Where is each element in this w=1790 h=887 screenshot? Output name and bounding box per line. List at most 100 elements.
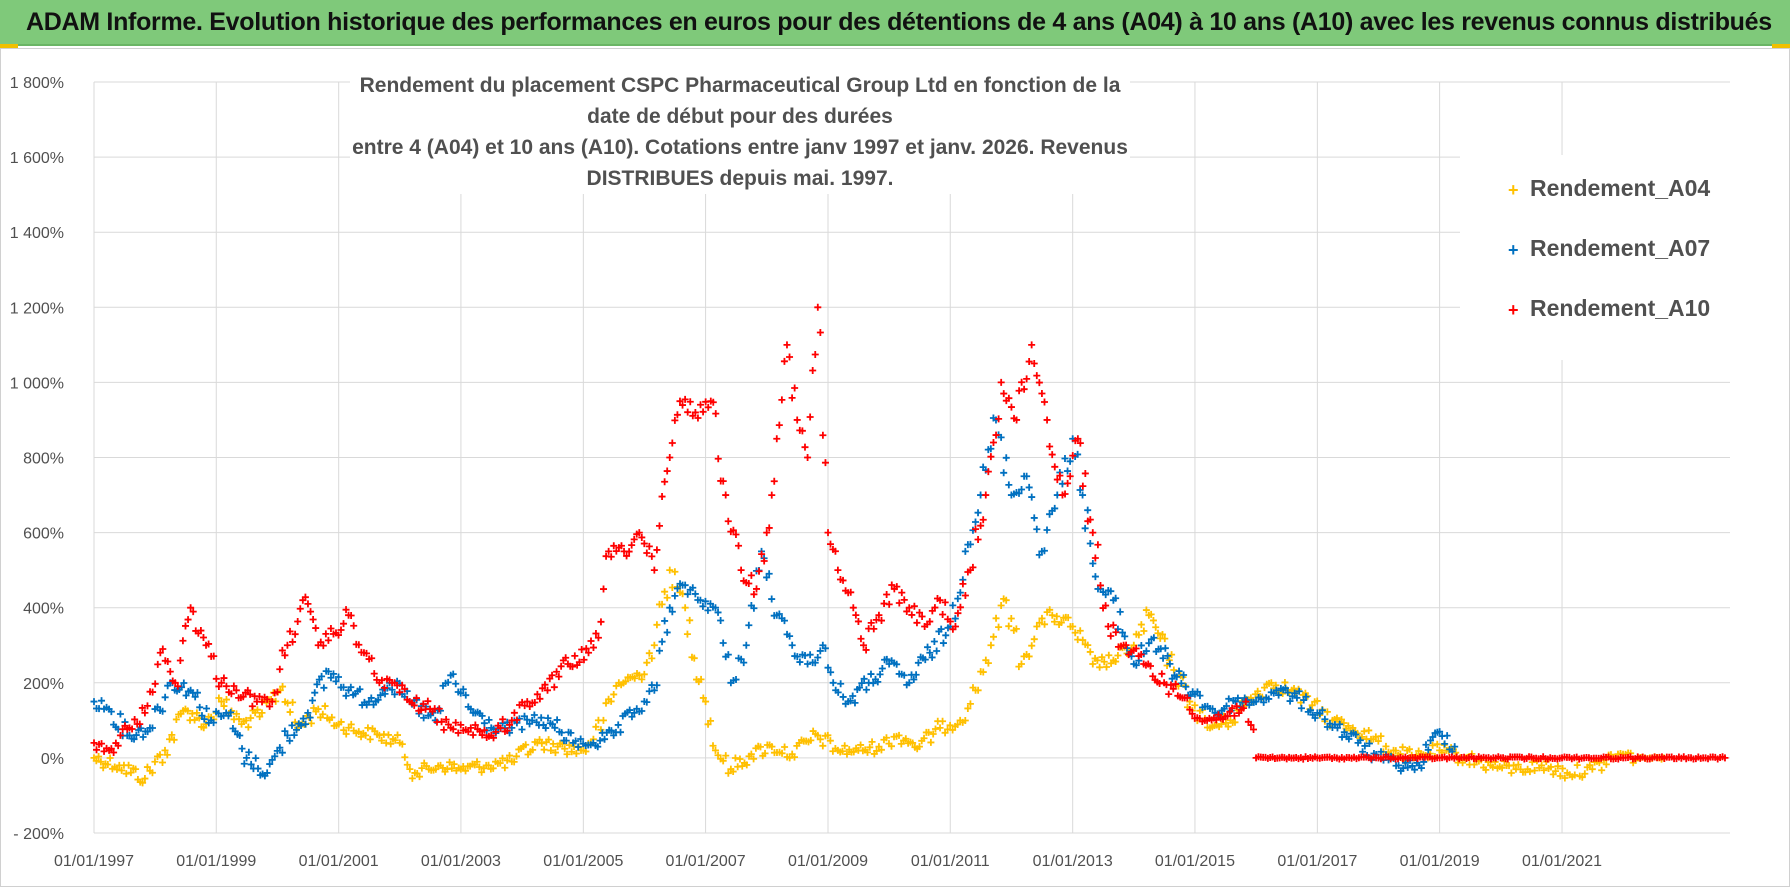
data-point: [775, 610, 783, 618]
data-point: [510, 758, 518, 766]
data-point: [1382, 742, 1390, 750]
data-point: [856, 684, 864, 692]
data-point: [1057, 619, 1065, 627]
data-point: [1254, 687, 1262, 695]
data-point: [1002, 454, 1010, 462]
data-point: [711, 604, 719, 612]
data-point: [801, 443, 809, 451]
data-point: [658, 493, 666, 501]
data-point: [605, 547, 613, 555]
data-point: [1066, 457, 1074, 465]
data-point: [107, 745, 115, 753]
data-point: [750, 604, 758, 612]
data-point: [99, 764, 107, 772]
data-point: [681, 581, 689, 589]
data-point: [205, 640, 213, 648]
data-point: [406, 765, 414, 773]
data-point: [297, 721, 305, 729]
data-point: [1051, 504, 1059, 512]
data-point: [780, 357, 788, 365]
data-point: [381, 690, 389, 698]
data-point: [1374, 737, 1382, 745]
data-point: [247, 760, 255, 768]
data-point: [1030, 359, 1038, 367]
data-point: [1107, 632, 1115, 640]
data-point: [366, 735, 374, 743]
data-point: [1281, 684, 1289, 692]
data-point: [141, 709, 149, 717]
data-point: [1420, 758, 1428, 766]
x-tick-label: 01/01/2019: [1400, 853, 1480, 870]
data-point: [1079, 636, 1087, 644]
data-point: [796, 658, 804, 666]
data-point: [1498, 764, 1506, 772]
data-point: [1096, 663, 1104, 671]
data-point: [154, 660, 162, 668]
data-point: [854, 617, 862, 625]
y-tick-label: 0%: [41, 751, 64, 768]
data-point: [643, 659, 651, 667]
data-point: [979, 516, 987, 524]
data-point: [1556, 772, 1564, 780]
data-point: [791, 384, 799, 392]
data-point: [387, 740, 395, 748]
data-point: [203, 705, 211, 713]
data-point: [635, 671, 643, 679]
data-point: [217, 679, 225, 687]
data-point: [617, 542, 625, 550]
data-point: [860, 675, 868, 683]
data-point: [1377, 732, 1385, 740]
data-point: [699, 408, 707, 416]
data-point: [916, 609, 924, 617]
data-point: [1028, 341, 1036, 349]
data-point: [444, 678, 452, 686]
data-point: [1013, 416, 1021, 424]
data-point: [342, 606, 350, 614]
data-point: [630, 535, 638, 543]
data-point: [761, 749, 769, 757]
data-point: [1150, 634, 1158, 642]
data-point: [697, 675, 705, 683]
data-point: [1295, 687, 1303, 695]
legend-label-a10: Rendement_A10: [1530, 295, 1711, 321]
data-point: [131, 715, 139, 723]
data-point: [526, 702, 534, 710]
data-point: [1267, 679, 1275, 687]
data-point: [1571, 771, 1579, 779]
data-point: [849, 604, 857, 612]
data-point: [547, 746, 555, 754]
data-point: [819, 431, 827, 439]
data-point: [900, 596, 908, 604]
data-point: [614, 721, 622, 729]
data-point: [862, 686, 870, 694]
data-point: [869, 679, 877, 687]
data-point: [913, 619, 921, 627]
data-point: [189, 608, 197, 616]
data-point: [473, 758, 481, 766]
data-point: [97, 758, 105, 766]
data-point: [471, 721, 479, 729]
x-tick-label: 01/01/2003: [421, 853, 501, 870]
data-point: [753, 585, 761, 593]
data-point: [798, 427, 806, 435]
data-point: [478, 768, 486, 776]
data-point: [1226, 708, 1234, 716]
data-point: [775, 421, 783, 429]
data-point: [793, 416, 801, 424]
data-point: [311, 689, 319, 697]
data-point: [246, 690, 254, 698]
data-point: [875, 611, 883, 619]
data-point: [974, 686, 982, 694]
data-point: [1427, 737, 1435, 745]
data-point: [743, 761, 751, 769]
data-point: [1020, 385, 1028, 393]
x-tick-label: 01/01/2005: [543, 853, 623, 870]
data-point: [585, 649, 593, 657]
data-point: [920, 734, 928, 742]
data-point: [877, 746, 885, 754]
x-tick-label: 01/01/2011: [911, 853, 990, 870]
data-point: [883, 591, 891, 599]
data-point: [867, 619, 875, 627]
data-point: [1581, 770, 1589, 778]
data-point: [1061, 454, 1069, 462]
